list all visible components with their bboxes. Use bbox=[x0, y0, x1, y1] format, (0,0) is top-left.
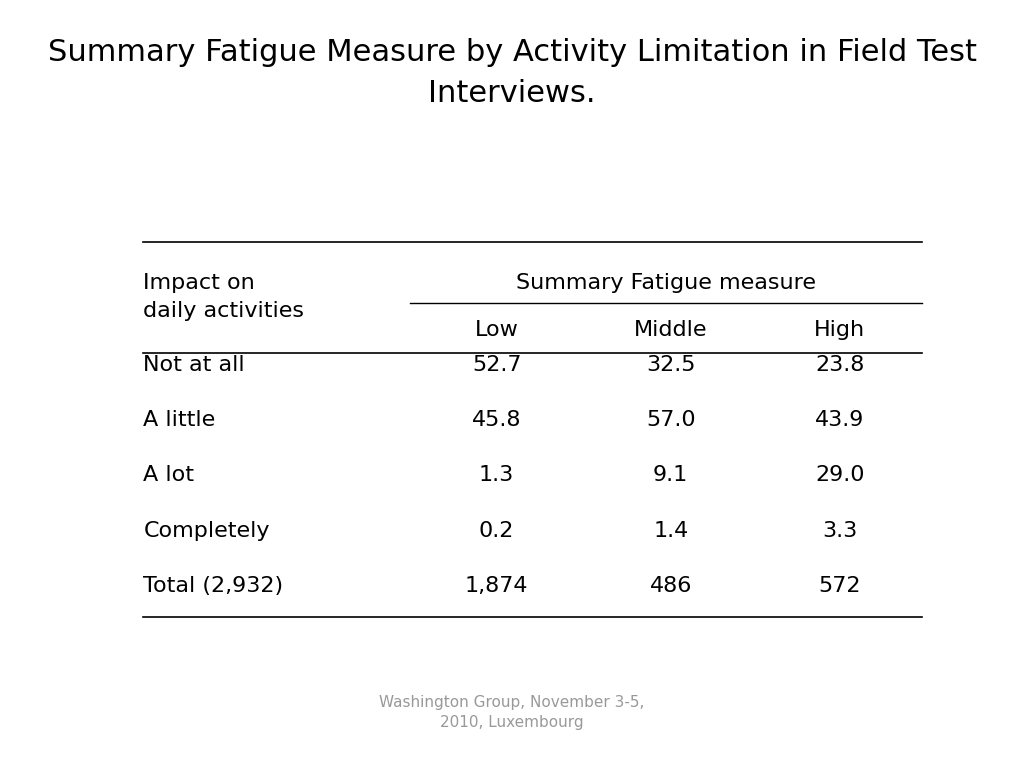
Text: Completely: Completely bbox=[143, 521, 270, 541]
Text: Middle: Middle bbox=[634, 320, 708, 340]
Text: 572: 572 bbox=[818, 576, 861, 596]
Text: High: High bbox=[814, 320, 865, 340]
Text: 29.0: 29.0 bbox=[815, 465, 864, 485]
Text: 3.3: 3.3 bbox=[822, 521, 857, 541]
Text: Summary Fatigue measure: Summary Fatigue measure bbox=[516, 273, 815, 293]
Text: Impact on
daily activities: Impact on daily activities bbox=[143, 273, 304, 321]
Text: 486: 486 bbox=[649, 576, 692, 596]
Text: 1,874: 1,874 bbox=[465, 576, 528, 596]
Text: Total (2,932): Total (2,932) bbox=[143, 576, 284, 596]
Text: A little: A little bbox=[143, 410, 216, 430]
Text: 52.7: 52.7 bbox=[472, 355, 521, 375]
Text: 1.4: 1.4 bbox=[653, 521, 688, 541]
Text: Summary Fatigue Measure by Activity Limitation in Field Test
Interviews.: Summary Fatigue Measure by Activity Limi… bbox=[47, 38, 977, 108]
Text: 1.3: 1.3 bbox=[479, 465, 514, 485]
Text: 45.8: 45.8 bbox=[472, 410, 521, 430]
Text: 9.1: 9.1 bbox=[653, 465, 688, 485]
Text: 23.8: 23.8 bbox=[815, 355, 864, 375]
Text: A lot: A lot bbox=[143, 465, 195, 485]
Text: 0.2: 0.2 bbox=[479, 521, 514, 541]
Text: Not at all: Not at all bbox=[143, 355, 245, 375]
Text: Washington Group, November 3-5,
2010, Luxembourg: Washington Group, November 3-5, 2010, Lu… bbox=[379, 695, 645, 730]
Text: Low: Low bbox=[475, 320, 518, 340]
Text: 57.0: 57.0 bbox=[646, 410, 695, 430]
Text: 32.5: 32.5 bbox=[646, 355, 695, 375]
Text: 43.9: 43.9 bbox=[815, 410, 864, 430]
